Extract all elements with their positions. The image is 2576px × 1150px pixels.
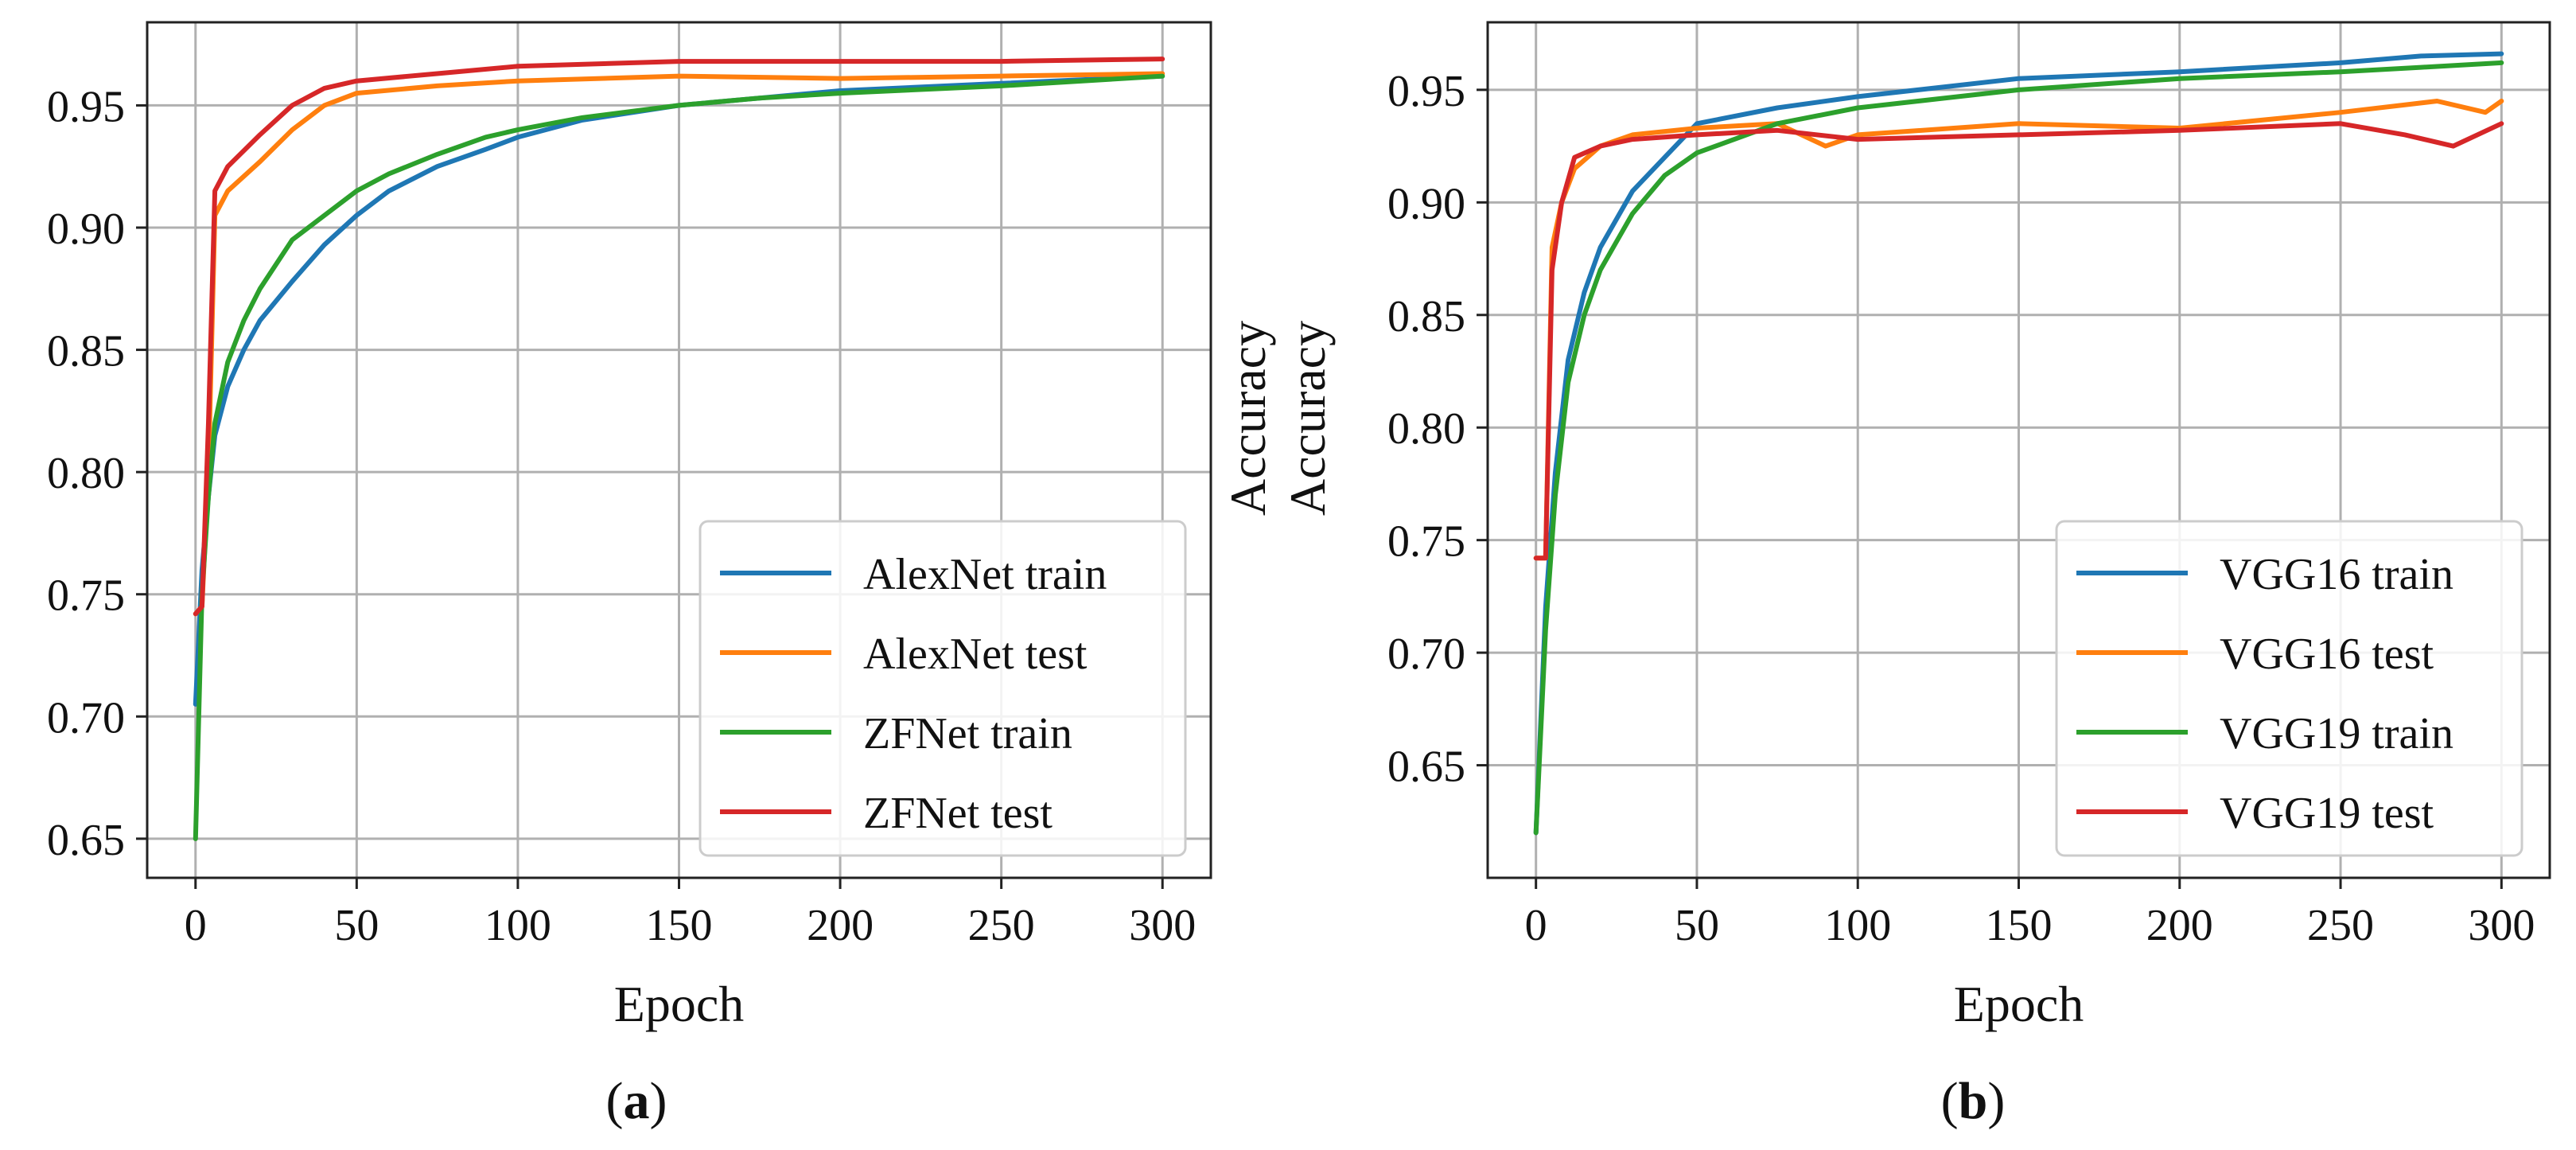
x-tick-label: 0 — [185, 901, 207, 950]
x-tick-label: 50 — [1675, 901, 1719, 950]
panel-label-letter: b — [1959, 1072, 1988, 1130]
legend-entry-label: VGG16 train — [2220, 550, 2453, 599]
y-tick-label: 0.90 — [47, 205, 125, 254]
panel-label-close-paren: ) — [650, 1072, 667, 1130]
legend-entry-label: VGG19 test — [2220, 789, 2434, 838]
y-tick-label: 0.95 — [1387, 67, 1465, 116]
y-tick-label: 0.80 — [1387, 404, 1465, 454]
x-axis-label: Epoch — [1954, 976, 2084, 1032]
y-tick-label: 0.90 — [1387, 179, 1465, 228]
x-tick-label: 0 — [1525, 901, 1547, 950]
panel-label: (b) — [1941, 1072, 2006, 1130]
legend-box — [698, 520, 1187, 857]
legend-entry-label: ZFNet test — [863, 789, 1053, 838]
legend-entry-label: AlexNet test — [863, 630, 1088, 679]
x-tick-label: 150 — [646, 901, 713, 950]
legend: AlexNet train AlexNet test ZFNet train ZFNe… — [698, 520, 1187, 857]
legend-entry-label: VGG19 train — [2220, 709, 2453, 758]
legend-entry-label: ZFNet train — [863, 709, 1072, 758]
x-tick-label: 100 — [1824, 901, 1891, 950]
x-tick-label: 200 — [2146, 901, 2213, 950]
x-tick-label: 100 — [484, 901, 551, 950]
x-tick-label: 150 — [1986, 901, 2053, 950]
series-line-zfnet-test — [193, 57, 1165, 617]
y-axis-label: Accuracy — [1279, 321, 1336, 516]
x-axis-label: Epoch — [614, 976, 745, 1032]
series-line-vgg19-test — [1533, 121, 2504, 561]
x-tick-label: 50 — [334, 901, 379, 950]
y-tick-label: 0.80 — [47, 449, 125, 498]
legend-entry-label: AlexNet train — [863, 550, 1107, 599]
x-tick-label: 300 — [2468, 901, 2535, 950]
y-tick-label: 0.65 — [1387, 743, 1465, 792]
series-line-vgg19-train — [1533, 60, 2504, 836]
y-tick-label: 0.70 — [47, 693, 125, 743]
x-tick-label: 250 — [968, 901, 1035, 950]
x-tick-label: 300 — [1129, 901, 1196, 950]
panel-label-letter: a — [624, 1072, 650, 1130]
panel-b: 0 50 100 150 200 250 300 0.65 0.70 0.75 0.80 0.85 0.… — [1279, 21, 2551, 1130]
panel-label-close-paren: ) — [1987, 1072, 2005, 1130]
panel-label: (a) — [606, 1072, 667, 1130]
y-tick-label: 0.85 — [1387, 292, 1465, 341]
y-tick-label: 0.75 — [47, 571, 125, 621]
panel-label-open-paren: ( — [1941, 1072, 1959, 1130]
series-line-zfnet-train — [193, 73, 1165, 841]
y-tick-label: 0.65 — [47, 816, 125, 865]
y-axis-label: Accuracy — [1220, 321, 1276, 516]
legend: VGG16 train VGG16 test VGG19 train VGG19 te… — [2055, 520, 2523, 857]
x-tick-label: 250 — [2307, 901, 2374, 950]
y-tick-label: 0.85 — [47, 327, 125, 376]
series-line-vgg16-train — [1533, 51, 2504, 836]
y-tick-label: 0.75 — [1387, 517, 1465, 567]
legend-box — [2055, 520, 2523, 857]
panel-label-open-paren: ( — [606, 1072, 624, 1130]
legend-entry-label: VGG16 test — [2220, 630, 2434, 679]
panel-a: 0 50 100 150 200 250 300 0.65 0.70 0.75 0.80 0.85 0.… — [47, 21, 1276, 1130]
y-tick-label: 0.70 — [1387, 630, 1465, 679]
y-tick-label: 0.95 — [47, 82, 125, 131]
x-tick-label: 200 — [807, 901, 874, 950]
